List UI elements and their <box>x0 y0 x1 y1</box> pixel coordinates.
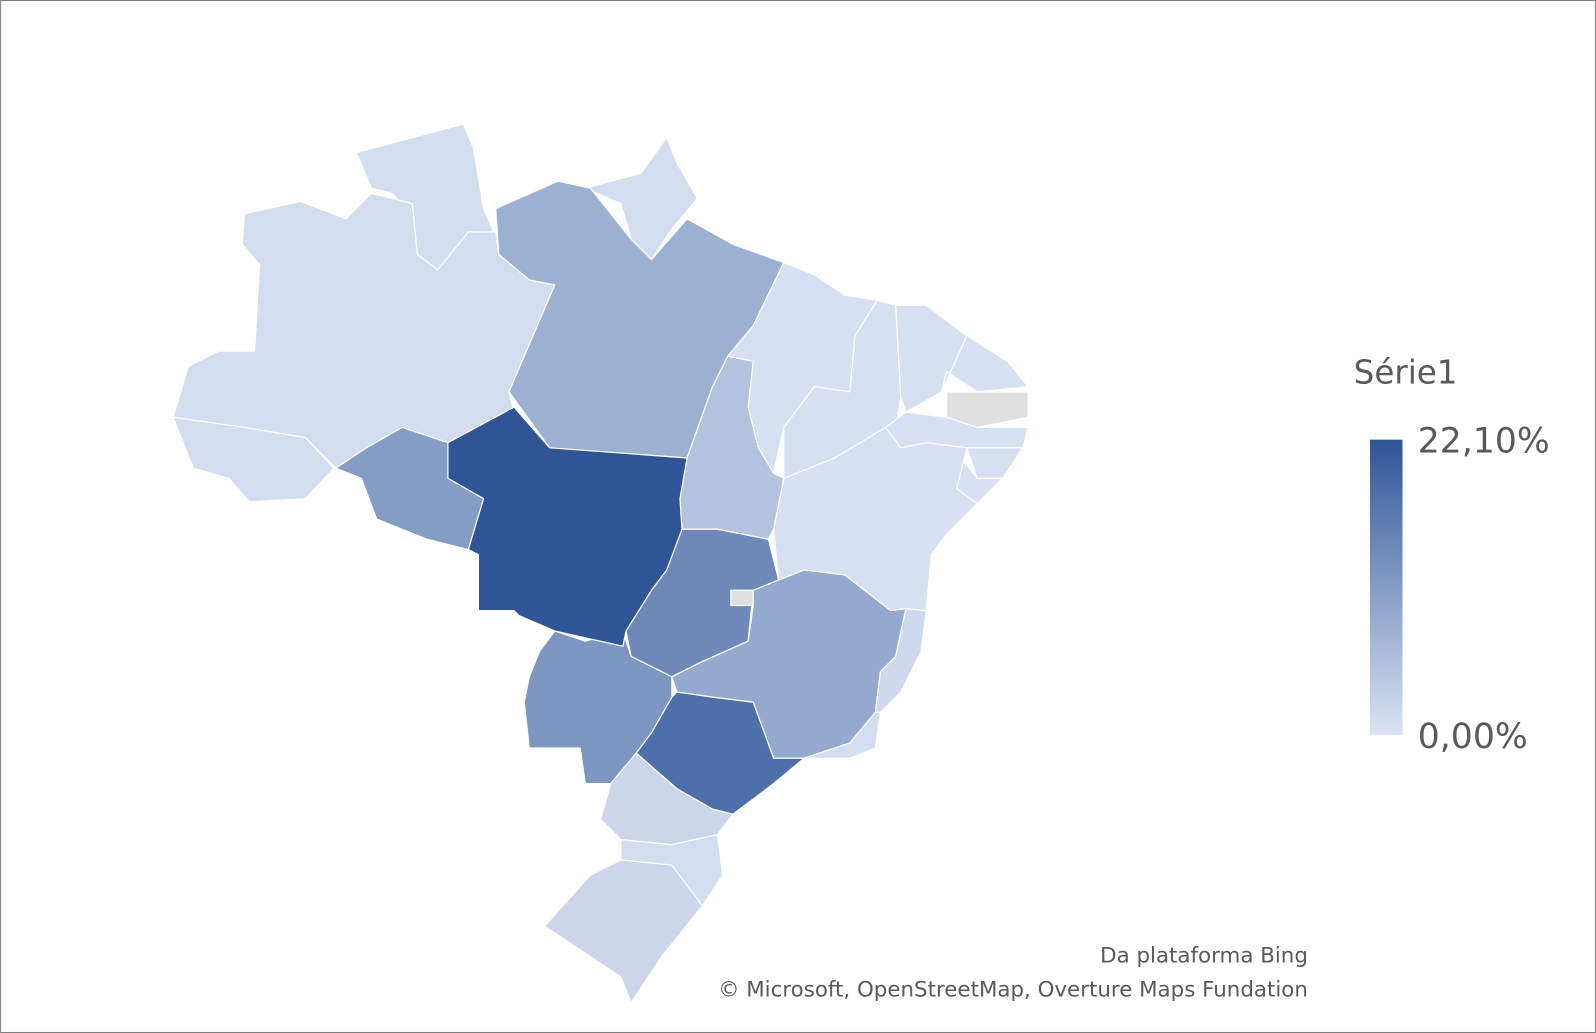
legend-title: Série1 <box>1354 354 1458 392</box>
region <box>172 416 335 503</box>
color-tick-label: 0,00% <box>1418 717 1528 757</box>
color-bar <box>1369 439 1403 735</box>
region <box>543 859 703 1004</box>
region <box>945 391 1029 429</box>
region <box>584 136 698 261</box>
region <box>599 752 734 846</box>
region <box>874 607 927 714</box>
attribution: Da plataforma Bing <box>1100 944 1308 969</box>
region <box>803 711 882 759</box>
regions <box>172 123 1029 1004</box>
region <box>730 589 754 607</box>
attribution: © Microsoft, OpenStreetMap, Overture Map… <box>718 977 1308 1002</box>
color-ticks: 22,10% 0,00% <box>1418 422 1550 757</box>
color-tick-label: 22,10% <box>1418 422 1550 462</box>
region <box>335 426 485 551</box>
